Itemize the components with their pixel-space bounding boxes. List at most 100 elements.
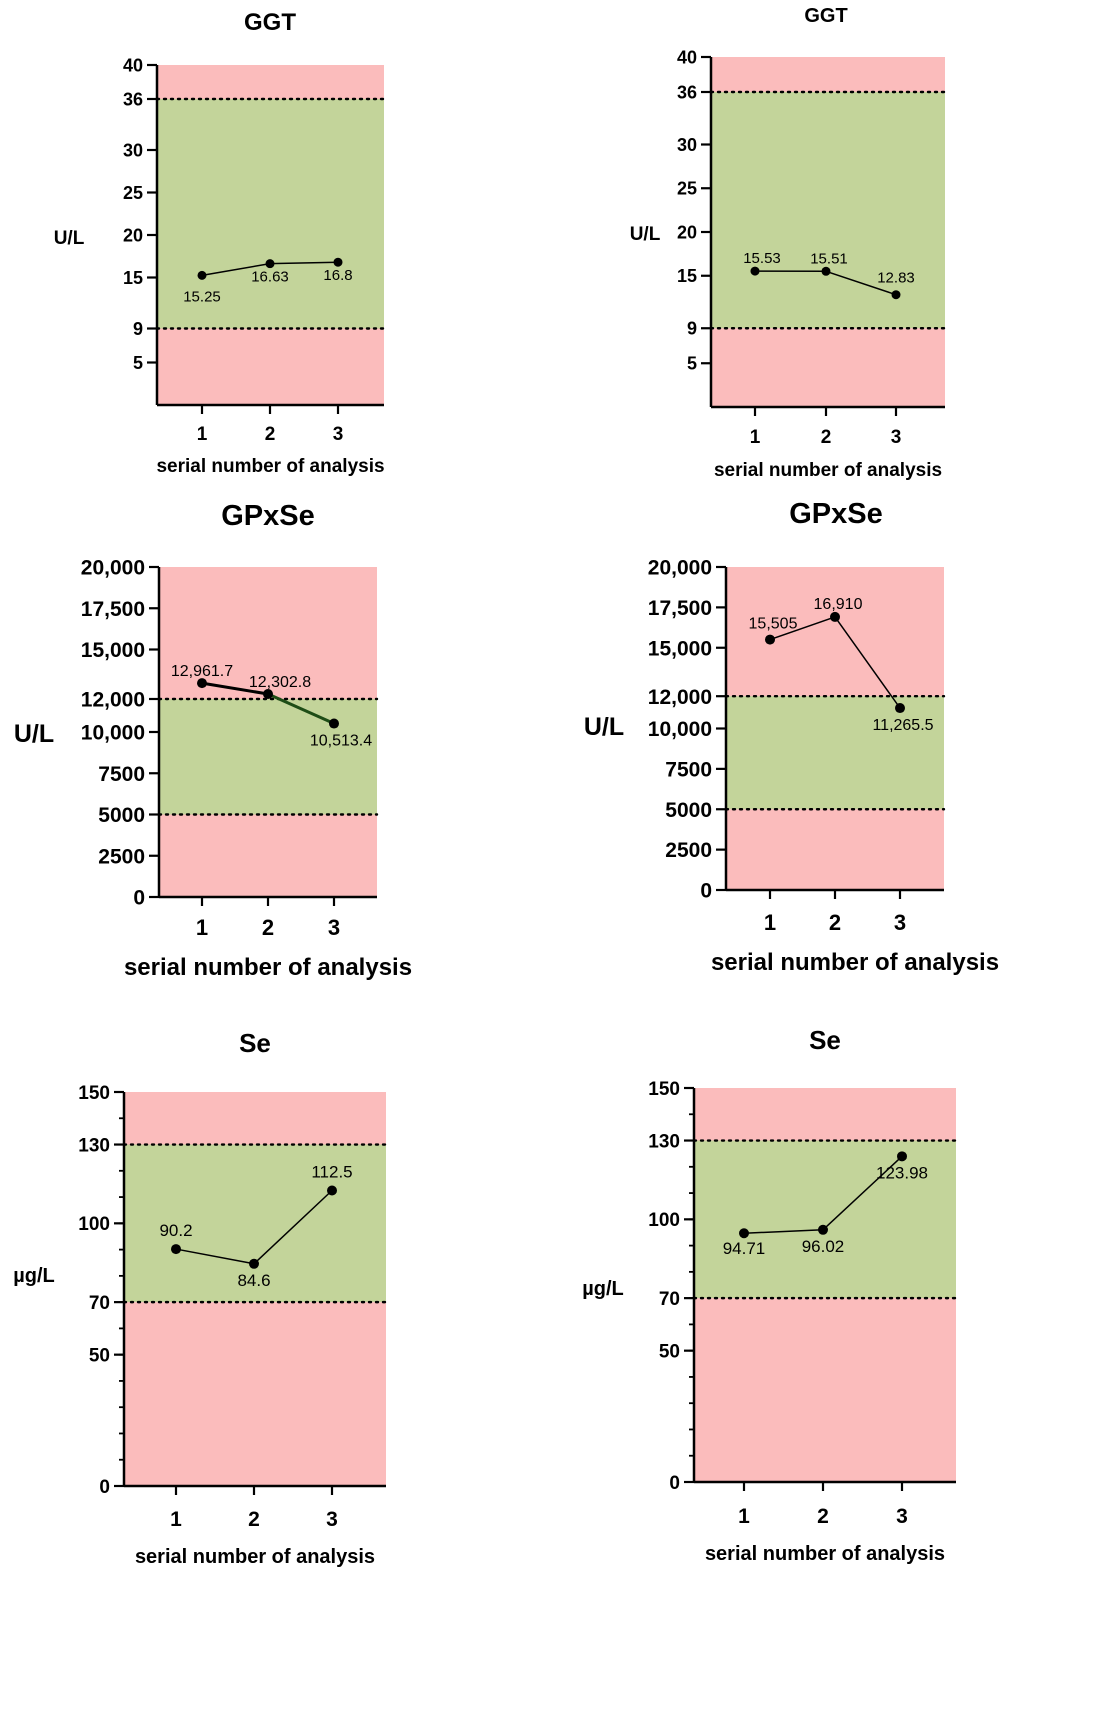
y-tick-label: 20,000 [81,557,145,580]
data-label: 96.02 [802,1237,845,1256]
y-tick-label: 12,000 [648,686,712,709]
data-point [197,270,207,280]
x-tick-label: 2 [265,424,276,445]
y-tick-label: 9 [687,319,697,339]
y-tick-label: 10,000 [648,718,712,741]
data-point [333,257,343,267]
x-tick-label: 2 [262,915,274,940]
series-line-segment [201,681,269,696]
y-axis-label: µg/L [582,1278,624,1300]
y-tick-label: 20,000 [648,557,712,580]
lower-out-of-range-band [726,809,944,890]
x-axis-label: serial number of analysis [711,949,999,976]
series-line-segment [267,692,335,725]
x-tick-label: 3 [891,427,902,448]
reference-range-band [694,1140,956,1299]
chart-title: GGT [244,9,296,36]
y-axis-label: µg/L [13,1265,55,1287]
reference-range-band [726,696,944,810]
y-tick-label: 2500 [98,845,145,868]
x-tick-label: 3 [326,1508,338,1531]
x-tick-label: 3 [328,915,340,940]
y-tick-label: 70 [89,1293,110,1314]
lower-out-of-range-band [694,1298,956,1482]
y-tick-label: 100 [648,1210,680,1231]
data-label: 16.63 [251,269,289,286]
series-line-segment [743,1229,824,1234]
y-tick-label: 15 [677,266,697,286]
data-label: 112.5 [311,1163,352,1182]
chart-panel-1: 5 9 15 20 25 30 36 40 1 2 3 15.25 16.63 16.8 GGT U/L ser… [54,9,386,477]
y-tick-label: 70 [659,1289,680,1310]
y-tick-label: 7500 [665,758,712,781]
chart-panel-3: 0 2500 5000 7500 10,000 12,000 15,000 17,500 20,… [14,500,412,981]
data-label: 16,910 [814,596,863,613]
data-point [739,1228,749,1239]
reference-range-band [157,99,384,329]
series-line-segment [834,616,901,709]
y-tick-label: 50 [659,1342,680,1363]
y-tick-label: 9 [133,319,143,339]
data-point [891,290,901,300]
y-tick-label: 5000 [665,799,712,822]
y-tick-label: 40 [677,47,697,67]
y-tick-label: 20 [123,225,143,245]
y-tick-label: 40 [123,55,143,75]
data-point [249,1258,259,1269]
y-tick-label: 36 [123,89,143,109]
chart-panel-5: 0 50 70 100 130 150 1 2 3 90.2 84.6 112.5 Se µg/L seri… [13,1028,388,1568]
y-tick-label: 15,000 [648,637,712,660]
y-axis-label: U/L [54,228,85,249]
y-tick-label: 5 [133,353,143,373]
upper-out-of-range-band [159,567,377,699]
chart-panel-2: 5 9 15 20 25 30 36 40 1 2 3 15.53 15.51 12.83 GGT U/L se… [630,5,947,481]
data-label: 12.83 [877,270,915,287]
data-point [897,1151,907,1162]
y-tick-label: 17,500 [648,597,712,620]
y-tick-label: 25 [123,183,143,203]
y-tick-label: 10,000 [81,722,145,745]
x-tick-label: 1 [764,910,776,935]
data-label: 15.53 [743,250,781,267]
y-tick-label: 5000 [98,804,145,827]
y-tick-label: 30 [123,140,143,160]
x-tick-label: 3 [333,424,344,445]
y-tick-label: 15 [123,268,143,288]
data-label: 11,265.5 [872,717,933,734]
y-axis-label: U/L [630,224,661,245]
chart-title: GPxSe [221,500,315,532]
x-tick-label: 1 [738,1505,750,1528]
y-tick-label: 30 [677,135,697,155]
x-axis-label: serial number of analysis [124,954,412,981]
y-tick-label: 7500 [98,763,145,786]
lower-out-of-range-band [711,328,945,407]
chart-title: Se [809,1025,841,1055]
y-tick-label: 12,000 [81,689,145,712]
x-tick-label: 2 [829,910,841,935]
y-tick-label: 17,500 [81,598,145,621]
y-tick-label: 0 [99,1477,110,1498]
y-tick-label: 5 [687,354,697,374]
data-label: 12,961.7 [171,663,233,680]
upper-out-of-range-band [694,1088,956,1141]
chart-panel-4: 0 2500 5000 7500 10,000 12,000 15,000 17,500 20,… [584,498,999,976]
reference-range-band [124,1144,386,1303]
y-tick-label: 0 [133,887,145,910]
reference-range-band [159,699,377,815]
data-label: 15.51 [810,250,848,267]
data-point [750,266,760,276]
series-line-segment [825,270,897,296]
y-tick-label: 36 [677,82,697,102]
x-tick-label: 3 [894,910,906,935]
x-tick-label: 2 [817,1505,829,1528]
data-label: 90.2 [159,1221,192,1240]
x-axis-label: serial number of analysis [135,1546,375,1568]
data-point [818,1224,828,1235]
series-line-segment [769,616,836,641]
x-tick-label: 2 [821,427,832,448]
x-axis-label: serial number of analysis [714,460,942,481]
data-point [895,703,905,714]
upper-out-of-range-band [726,567,944,697]
x-tick-label: 1 [750,427,761,448]
chart-title: GPxSe [789,498,883,530]
